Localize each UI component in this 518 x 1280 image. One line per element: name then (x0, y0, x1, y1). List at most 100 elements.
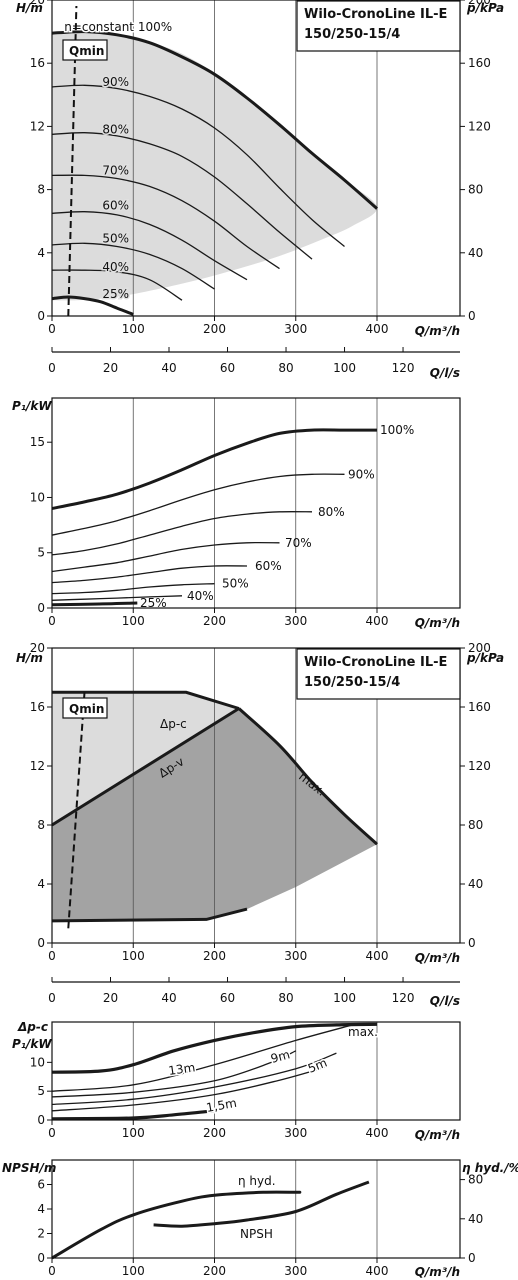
c4-y2-tick-label: 40 (468, 877, 483, 891)
c1-curve-50- (51, 242, 215, 290)
c7-y2-axis-title: η hyd./% (462, 1161, 518, 1175)
c4-light-area (52, 692, 239, 825)
c1-curve-80- (51, 132, 313, 260)
c1-title-line-1: Wilo-CronoLine IL-E (304, 7, 447, 22)
c5-x-tick-label: 80 (278, 991, 293, 1005)
c1-curve-label: 70% (102, 164, 129, 178)
c7-curve-label: η hyd. (238, 1174, 276, 1188)
c7-y2-tick-label: 80 (468, 1173, 483, 1187)
c2-x-tick-label: 0 (48, 361, 56, 375)
c4-x-tick-label: 200 (203, 949, 226, 963)
c4-y2-tick-label: 80 (468, 818, 483, 832)
c1-x-tick-label: 300 (284, 322, 307, 336)
c5-x-tick-label: 40 (161, 991, 176, 1005)
c1-curve-label: 80% (102, 123, 129, 137)
c3-x-tick-label: 300 (284, 614, 307, 628)
c3-curve-label: 90% (348, 467, 375, 481)
c6-y-axis-title-top: Δp-c (17, 1020, 48, 1034)
c1-y2-tick-label: 40 (468, 246, 483, 260)
c1-y2-tick-label: 80 (468, 183, 483, 197)
c6-curve--p-c (51, 1022, 378, 1074)
c7-x-tick-label: 300 (284, 1264, 307, 1278)
c1-y-tick-label: 4 (37, 246, 45, 260)
c1-curve-label: 50% (102, 232, 129, 246)
c2-x-tick-label: 60 (220, 361, 235, 375)
c3-curve-label: 100% (380, 423, 414, 437)
c6-curve-13m (51, 1050, 297, 1098)
c4-x-axis-title: Q/m³/h (415, 951, 460, 965)
c6-x-tick-label: 200 (203, 1126, 226, 1140)
c6-y-tick-label: 5 (37, 1084, 45, 1098)
c4-x-tick-label: 400 (366, 949, 389, 963)
c3-curve-60pct (51, 565, 248, 584)
c1-y-tick-label: 20 (30, 0, 45, 7)
c7-curve-eta-hyd (51, 1190, 302, 1260)
c5-x-tick-label: 100 (333, 991, 356, 1005)
c6-plot-frame (51, 1021, 461, 1121)
c4-x-tick-label: 300 (284, 949, 307, 963)
c4-qmin-box (62, 697, 108, 719)
c1-y-axis-title: H/m (16, 1, 43, 15)
c1-curve-n-constant-100- (51, 30, 378, 210)
c3-curve-label: 70% (285, 536, 312, 550)
c1-y-tick-label: 12 (30, 119, 45, 133)
c1-curve-label: 60% (102, 198, 129, 212)
c3-y-tick-label: 5 (37, 546, 45, 560)
c1-y2-tick-label: 200 (468, 0, 491, 7)
c4-y-tick-label: 12 (30, 759, 45, 773)
c3-x-tick-label: 0 (48, 614, 56, 628)
c6-curve-1-5m (51, 1109, 215, 1121)
c3-x-tick-label: 100 (122, 614, 145, 628)
c5-x-tick-label: 20 (103, 991, 118, 1005)
c7-x-tick-label: 100 (122, 1264, 145, 1278)
c4-y-tick-label: 8 (37, 818, 45, 832)
c4-y-tick-label: 0 (37, 936, 45, 950)
c3-x-tick-label: 400 (366, 614, 389, 628)
c3-curve-70pct (51, 541, 280, 573)
c1-x-axis-title: Q/m³/h (415, 324, 460, 338)
c3-x-tick-label: 200 (203, 614, 226, 628)
c3-curve-100pct (51, 428, 377, 510)
c1-curve-90- (51, 84, 345, 247)
c4-y-tick-label: 4 (37, 877, 45, 891)
c3-x-axis-title: Q/m³/h (415, 616, 460, 630)
c1-y-tick-label: 16 (30, 56, 45, 70)
c1-curve-label: 40% (102, 260, 129, 274)
c5-x-tick-label: 0 (48, 991, 56, 1005)
c5-x-tick-label: 60 (220, 991, 235, 1005)
c7-y-axis-title: NPSH/m (2, 1161, 56, 1175)
c7-y-tick-label: 4 (37, 1202, 45, 1216)
c1-y-tick-label: 0 (37, 309, 45, 323)
c4-y2-tick-label: 120 (468, 759, 491, 773)
c1-qmin-box (62, 39, 108, 61)
c6-y-axis-title: P₁/kW (12, 1037, 52, 1051)
c3-curve-40pct (51, 595, 183, 601)
c3-curve-label: 50% (222, 577, 249, 591)
c5-x-tick-label: 120 (392, 991, 415, 1005)
c3-curve-50pct (51, 583, 215, 595)
c7-x-tick-label: 200 (203, 1264, 226, 1278)
c4-x-tick-label: 100 (122, 949, 145, 963)
c7-x-tick-label: 400 (366, 1264, 389, 1278)
c1-y2-tick-label: 160 (468, 56, 491, 70)
c1-plot-frame (51, 0, 461, 317)
c2-x-tick-label: 40 (161, 361, 176, 375)
c1-curve-40- (51, 269, 183, 301)
c3-curve-label: 25% (140, 596, 167, 610)
c4-qmin-line (67, 692, 86, 929)
c3-curve-label: 40% (187, 589, 214, 603)
c1-y-tick-label: 8 (37, 183, 45, 197)
c7-y2-tick-label: 0 (468, 1251, 476, 1265)
c1-curve-25- (51, 295, 134, 316)
c4-y2-tick-label: 160 (468, 700, 491, 714)
c6-curve-9m (51, 1052, 337, 1106)
c3-curve-90pct (51, 473, 345, 536)
c7-curve-label: NPSH (240, 1227, 273, 1241)
c7-y-tick-label: 0 (37, 1251, 45, 1265)
c1-y2-axis-title: p/kPa (466, 1, 504, 15)
c3-curve-25pct (51, 601, 138, 607)
c4-y2-tick-label: 0 (468, 936, 476, 950)
c1-x-tick-label: 200 (203, 322, 226, 336)
c4-curve-dp-c (52, 690, 240, 710)
